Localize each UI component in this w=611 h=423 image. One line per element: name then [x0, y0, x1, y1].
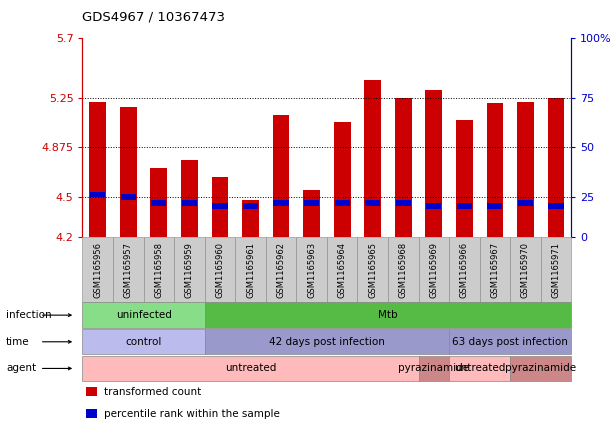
Text: GSM1165957: GSM1165957: [124, 242, 133, 298]
Bar: [365, 201, 380, 206]
Bar: [243, 203, 258, 209]
Bar: [549, 203, 563, 209]
Text: untreated: untreated: [225, 363, 276, 374]
Bar: [150, 168, 167, 237]
Bar: [488, 203, 502, 209]
Bar: [89, 102, 106, 237]
Bar: [273, 115, 290, 237]
Text: percentile rank within the sample: percentile rank within the sample: [104, 409, 280, 419]
Bar: [486, 103, 503, 237]
Text: GSM1165956: GSM1165956: [93, 242, 102, 298]
Bar: [304, 201, 319, 206]
Text: infection: infection: [6, 310, 52, 320]
Text: GSM1165971: GSM1165971: [552, 242, 560, 298]
Bar: [90, 192, 105, 197]
Bar: [364, 80, 381, 237]
Bar: [395, 98, 412, 237]
Text: 63 days post infection: 63 days post infection: [452, 337, 568, 347]
Text: pyrazinamide: pyrazinamide: [398, 363, 469, 374]
Bar: [152, 201, 166, 206]
Text: GSM1165967: GSM1165967: [491, 242, 499, 298]
Bar: [547, 98, 565, 237]
Text: GSM1165969: GSM1165969: [430, 242, 438, 298]
Bar: [335, 201, 349, 206]
Text: agent: agent: [6, 363, 36, 374]
Bar: [274, 201, 288, 206]
Text: control: control: [125, 337, 162, 347]
Text: GSM1165970: GSM1165970: [521, 242, 530, 298]
Text: GSM1165968: GSM1165968: [399, 242, 408, 298]
Text: GSM1165964: GSM1165964: [338, 242, 346, 298]
Bar: [213, 203, 227, 209]
Bar: [456, 120, 473, 237]
Text: Mtb: Mtb: [378, 310, 398, 320]
Text: GSM1165966: GSM1165966: [460, 242, 469, 298]
Text: time: time: [6, 337, 30, 347]
Bar: [518, 201, 533, 206]
Text: transformed count: transformed count: [104, 387, 201, 397]
Bar: [242, 200, 259, 237]
Text: GSM1165961: GSM1165961: [246, 242, 255, 298]
Bar: [396, 201, 411, 206]
Bar: [181, 160, 198, 237]
Text: GSM1165963: GSM1165963: [307, 242, 316, 298]
Text: uninfected: uninfected: [115, 310, 172, 320]
Bar: [182, 201, 197, 206]
Bar: [120, 107, 137, 237]
Text: pyrazinamide: pyrazinamide: [505, 363, 576, 374]
Bar: [425, 90, 442, 237]
Bar: [303, 190, 320, 237]
Bar: [426, 203, 441, 209]
Text: GSM1165959: GSM1165959: [185, 242, 194, 298]
Text: GSM1165962: GSM1165962: [277, 242, 285, 298]
Text: GDS4967 / 10367473: GDS4967 / 10367473: [82, 11, 225, 24]
Bar: [121, 194, 136, 200]
Text: GSM1165958: GSM1165958: [155, 242, 163, 298]
Text: 42 days post infection: 42 days post infection: [269, 337, 385, 347]
Text: untreated: untreated: [454, 363, 505, 374]
Bar: [334, 121, 351, 237]
Bar: [211, 177, 229, 237]
Bar: [457, 203, 472, 209]
Bar: [517, 102, 534, 237]
Text: GSM1165960: GSM1165960: [216, 242, 224, 298]
Text: GSM1165965: GSM1165965: [368, 242, 377, 298]
